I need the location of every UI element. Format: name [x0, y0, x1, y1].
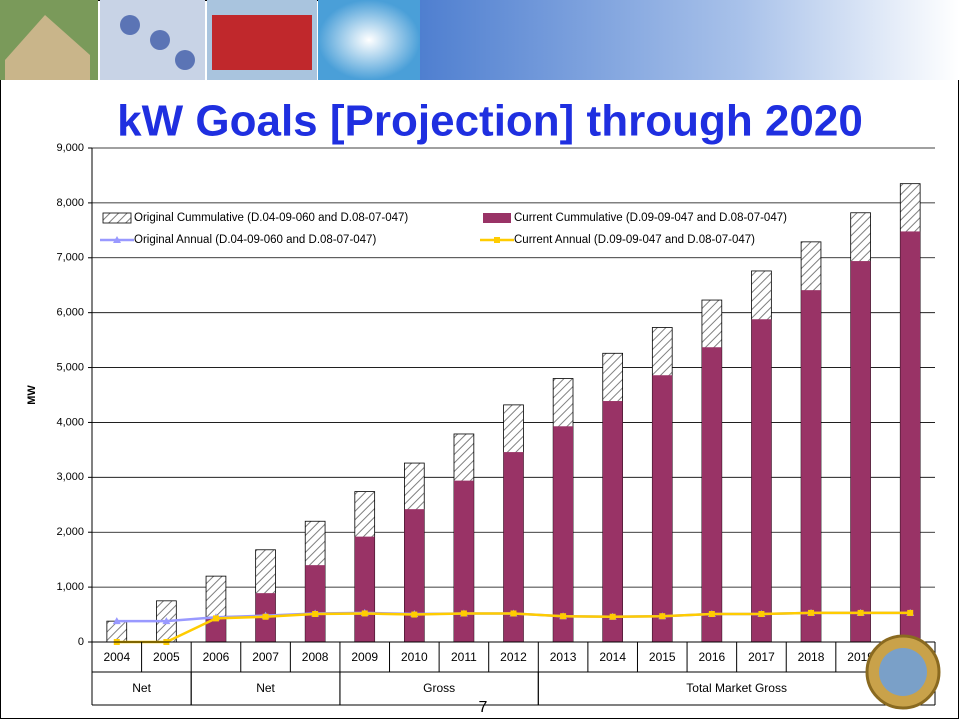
bar [702, 347, 722, 642]
bar [355, 537, 375, 642]
chart-title: kW Goals [Projection] through 2020 [117, 97, 863, 146]
legend-swatch [483, 213, 511, 223]
x-tick-label: 2011 [451, 650, 477, 664]
legend-label: Original Annual (D.04-09-060 and D.08-07… [134, 234, 376, 246]
bar [752, 319, 772, 642]
group-label: Gross [423, 681, 455, 695]
bar [603, 401, 623, 642]
y-axis-label: MW [26, 385, 38, 405]
y-tick-label: 8,000 [56, 197, 84, 209]
x-tick-label: 2012 [500, 650, 527, 664]
y-tick-label: 7,000 [56, 252, 84, 264]
x-tick-label: 2016 [699, 650, 726, 664]
x-tick-label: 2018 [798, 650, 825, 664]
y-tick-label: 3,000 [56, 471, 84, 483]
y-tick-label: 0 [78, 636, 84, 648]
y-tick-label: 6,000 [56, 307, 84, 319]
bar [454, 481, 474, 642]
x-tick-label: 2014 [599, 650, 626, 664]
y-tick-label: 9,000 [56, 142, 84, 154]
bar [305, 565, 325, 642]
legend-marker [494, 237, 500, 243]
group-label: Total Market Gross [686, 681, 787, 695]
legend-label: Original Cummulative (D.04-09-060 and D.… [134, 212, 408, 224]
x-tick-label: 2006 [203, 650, 230, 664]
y-tick-label: 4,000 [56, 416, 84, 428]
y-tick-label: 2,000 [56, 526, 84, 538]
x-tick-label: 2017 [748, 650, 775, 664]
group-label: Net [256, 681, 275, 695]
x-tick-label: 2010 [401, 650, 428, 664]
line-marker [709, 611, 715, 617]
bar [553, 426, 573, 642]
x-tick-label: 2004 [103, 650, 130, 664]
group-label: Net [132, 681, 151, 695]
line-marker [858, 610, 864, 616]
bar [652, 375, 672, 642]
line-marker [362, 610, 368, 616]
page-number: 7 [479, 699, 488, 716]
x-tick-label: 2015 [649, 650, 676, 664]
x-tick-label: 2008 [302, 650, 329, 664]
bar [107, 621, 127, 642]
header-images [0, 0, 959, 80]
legend-label: Current Cummulative (D.09-09-047 and D.0… [514, 212, 787, 224]
line-marker [312, 611, 318, 617]
line-marker [758, 611, 764, 617]
slide: kW Goals [Projection] through 2020 MW 7 … [0, 0, 959, 719]
seal [867, 636, 939, 708]
bar [404, 509, 424, 642]
x-tick-label: 2005 [153, 650, 180, 664]
legend-swatch [103, 213, 131, 223]
line-marker [560, 613, 566, 619]
y-tick-label: 1,000 [56, 581, 84, 593]
legend-label: Current Annual (D.09-09-047 and D.08-07-… [514, 234, 755, 246]
bar [801, 290, 821, 642]
x-tick-label: 2007 [252, 650, 279, 664]
x-tick-label: 2013 [550, 650, 577, 664]
line-marker [659, 613, 665, 619]
line-marker [610, 614, 616, 620]
bar [900, 231, 920, 642]
line-marker [511, 610, 517, 616]
line-marker [808, 610, 814, 616]
bar [851, 261, 871, 642]
line-marker [461, 610, 467, 616]
x-tick-label: 2009 [351, 650, 378, 664]
line-marker [411, 612, 417, 618]
line-marker [213, 615, 219, 621]
line-marker [907, 610, 913, 616]
y-tick-label: 5,000 [56, 361, 84, 373]
line-marker [263, 614, 269, 620]
